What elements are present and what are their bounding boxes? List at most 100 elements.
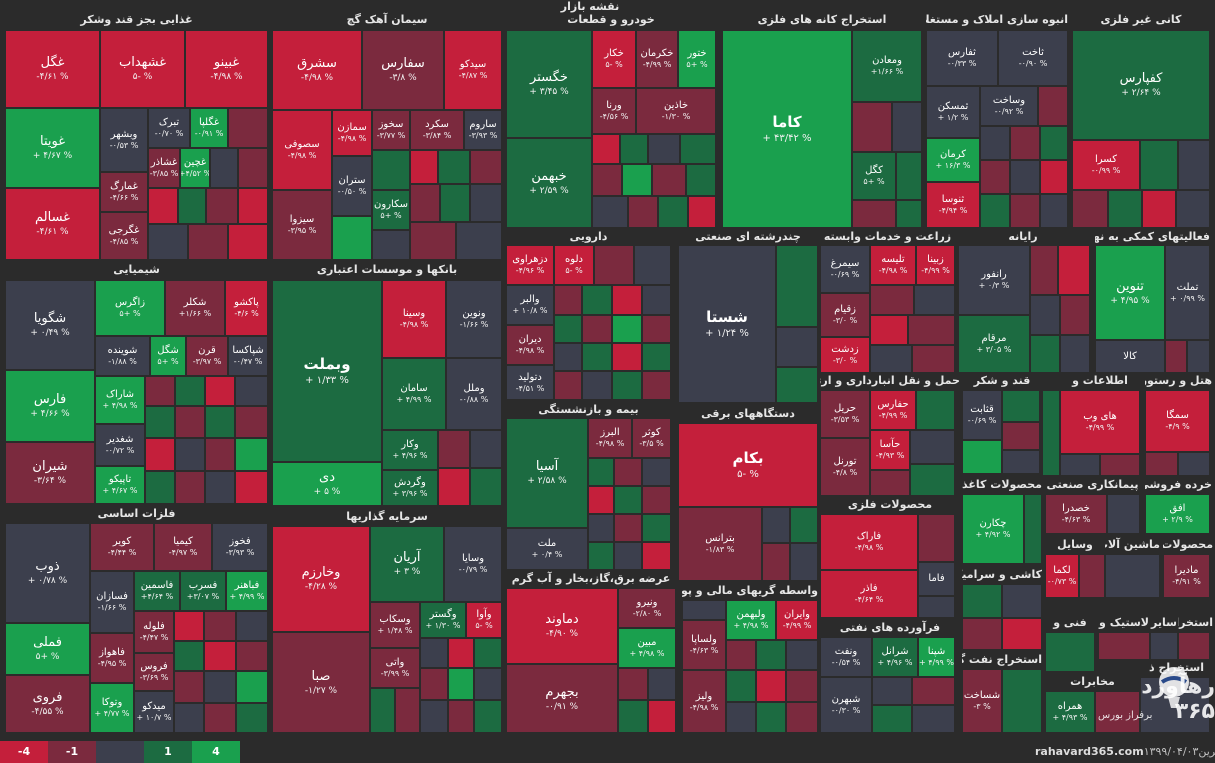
stock-cell[interactable] [332, 216, 372, 260]
sector-title[interactable]: بانکها و موسسات اعتباری [316, 263, 458, 276]
stock-cell[interactable]: کگل ۵+ % [852, 152, 896, 200]
stock-cell[interactable]: میدکو + ۱۰/۷ % [134, 691, 174, 733]
stock-cell[interactable] [1002, 584, 1042, 618]
stock-cell[interactable] [148, 188, 178, 224]
stock-cell[interactable]: سیدکو -۴/۸۷ % [444, 30, 502, 110]
stock-cell[interactable] [175, 471, 205, 504]
stock-cell[interactable] [1140, 677, 1210, 733]
stock-cell[interactable]: افق + ۲/۹ % [1145, 494, 1210, 534]
stock-cell[interactable]: ذوب + ۰/۷۸ % [5, 523, 90, 623]
stock-cell[interactable]: سفارس -۳/۸ % [362, 30, 444, 110]
stock-cell[interactable]: فخوز -۳/۹۳ % [212, 523, 268, 571]
stock-cell[interactable]: تملت + ۰/۹۹ % [1165, 245, 1210, 340]
sector-title[interactable]: شیمیایی [113, 263, 160, 276]
sector-title[interactable]: استخراج کانه های فلزی [757, 13, 887, 26]
stock-cell[interactable] [1030, 295, 1060, 335]
stock-cell[interactable] [420, 668, 448, 700]
stock-cell[interactable]: والبر + ۱۰/۸ % [506, 285, 554, 325]
stock-cell[interactable]: سشرق -۴/۹۸ % [272, 30, 362, 110]
sector-title[interactable]: فرآورده های نفتی [839, 621, 941, 634]
stock-cell[interactable] [372, 150, 410, 190]
stock-cell[interactable] [618, 668, 648, 700]
stock-cell[interactable]: وکار + ۴/۹۶ % [382, 430, 438, 470]
stock-cell[interactable]: شبهرن -۰/۳۰ % [820, 677, 872, 733]
stock-cell[interactable]: های وب -۴/۹۹ % [1060, 390, 1140, 454]
stock-cell[interactable]: دماوند -۴/۹۰ % [506, 588, 618, 664]
stock-cell[interactable] [188, 224, 228, 260]
stock-cell[interactable] [474, 700, 502, 733]
stock-cell[interactable]: سکارون ۵+ % [372, 190, 410, 230]
stock-cell[interactable] [1145, 452, 1178, 476]
sector-title[interactable]: خودرو و قطعات [567, 13, 655, 26]
stock-cell[interactable] [892, 102, 922, 152]
stock-cell[interactable] [980, 194, 1010, 228]
stock-cell[interactable] [612, 285, 642, 315]
stock-cell[interactable]: سامان + ۴/۹۹ % [382, 358, 446, 430]
sector-title[interactable]: هتل و رستوران [1145, 374, 1212, 387]
stock-cell[interactable]: ساروم -۳/۹۳ % [464, 110, 502, 150]
stock-cell[interactable] [1002, 390, 1040, 422]
stock-cell[interactable]: زاگرس ۵+ % [95, 280, 165, 336]
stock-cell[interactable]: شرانل + ۴/۹۶ % [872, 637, 918, 677]
stock-cell[interactable] [618, 700, 648, 733]
stock-cell[interactable] [474, 638, 502, 668]
stock-cell[interactable] [614, 458, 642, 486]
stock-cell[interactable] [1010, 126, 1040, 160]
stock-cell[interactable] [776, 327, 818, 367]
stock-cell[interactable] [470, 430, 502, 468]
sector-title[interactable]: لاستیک و [1099, 616, 1149, 629]
stock-cell[interactable]: فاهواز -۴/۹۵ % [90, 633, 134, 683]
stock-cell[interactable] [235, 471, 268, 504]
stock-cell[interactable]: فاراک -۴/۹۸ % [820, 514, 918, 570]
stock-cell[interactable] [1165, 340, 1187, 373]
stock-cell[interactable] [790, 507, 818, 543]
stock-cell[interactable]: بترانس -۱/۸۳ % [678, 507, 762, 581]
stock-cell[interactable] [614, 486, 642, 514]
stock-cell[interactable]: رانفور + ۰/۳ % [958, 245, 1030, 315]
stock-cell[interactable]: ونفت -۰/۵۴ % [820, 637, 872, 677]
stock-cell[interactable]: دتولید -۴/۵۱ % [506, 365, 554, 400]
stock-cell[interactable] [1178, 452, 1210, 476]
stock-cell[interactable] [870, 345, 912, 373]
stock-cell[interactable]: فسرب +۳/۰۷ % [180, 571, 226, 611]
stock-cell[interactable]: شاراک + ۴/۹۸ % [95, 376, 145, 424]
sector-title[interactable]: خرده فروشی [1145, 478, 1212, 491]
stock-cell[interactable]: سیمرغ -۰/۶۹ % [820, 245, 870, 293]
stock-cell[interactable]: ثنوسا -۴/۹۴ % [926, 182, 980, 228]
stock-cell[interactable]: وآوا ۵- % [466, 602, 502, 638]
sector-title[interactable]: غذایی بجز قند وشکر [80, 13, 193, 26]
stock-cell[interactable] [1002, 669, 1042, 733]
stock-cell[interactable]: سصوفی -۴/۹۸ % [272, 110, 332, 190]
stock-cell[interactable] [756, 670, 786, 702]
stock-cell[interactable] [235, 376, 268, 406]
stock-cell[interactable] [1100, 454, 1140, 476]
stock-cell[interactable] [962, 618, 1002, 650]
stock-cell[interactable]: غچین +۴/۵۲ % [180, 148, 210, 188]
sector-title[interactable]: اطلاعات و [1072, 374, 1128, 387]
stock-cell[interactable] [642, 343, 671, 371]
site-url[interactable]: rahavard365.com [1035, 744, 1144, 758]
sector-title[interactable]: مخابرات [1070, 675, 1115, 688]
stock-cell[interactable]: وتوکا + ۴/۷۷ % [90, 683, 134, 733]
stock-cell[interactable] [962, 440, 1002, 474]
stock-cell[interactable]: سمازن -۴/۹۸ % [332, 110, 372, 156]
stock-cell[interactable] [228, 224, 268, 260]
stock-cell[interactable]: غگرجی -۴/۸۵ % [100, 212, 148, 260]
stock-cell[interactable]: خکار ۵- % [592, 30, 636, 88]
stock-cell[interactable]: غمارگ -۴/۶۶ % [100, 172, 148, 212]
sector-title[interactable]: چندرشته ای صنعتی [695, 230, 801, 243]
stock-cell[interactable] [1040, 126, 1068, 160]
stock-cell[interactable] [642, 458, 671, 486]
stock-cell[interactable] [680, 134, 716, 164]
stock-cell[interactable]: کاما + ۴۳/۴۲ % [722, 30, 852, 228]
stock-cell[interactable] [205, 406, 235, 438]
stock-cell[interactable] [1178, 140, 1210, 190]
stock-cell[interactable] [206, 188, 238, 224]
stock-cell[interactable] [236, 641, 268, 671]
stock-cell[interactable] [236, 671, 268, 703]
stock-cell[interactable]: شستا + ۱/۲۴ % [678, 245, 776, 403]
stock-cell[interactable]: حفارس -۴/۹۹ % [870, 390, 916, 430]
sector-title[interactable]: پیمانکاری صنعتی [1046, 478, 1139, 491]
stock-cell[interactable] [554, 371, 582, 400]
stock-cell[interactable]: کویر -۴/۴۴ % [90, 523, 154, 571]
